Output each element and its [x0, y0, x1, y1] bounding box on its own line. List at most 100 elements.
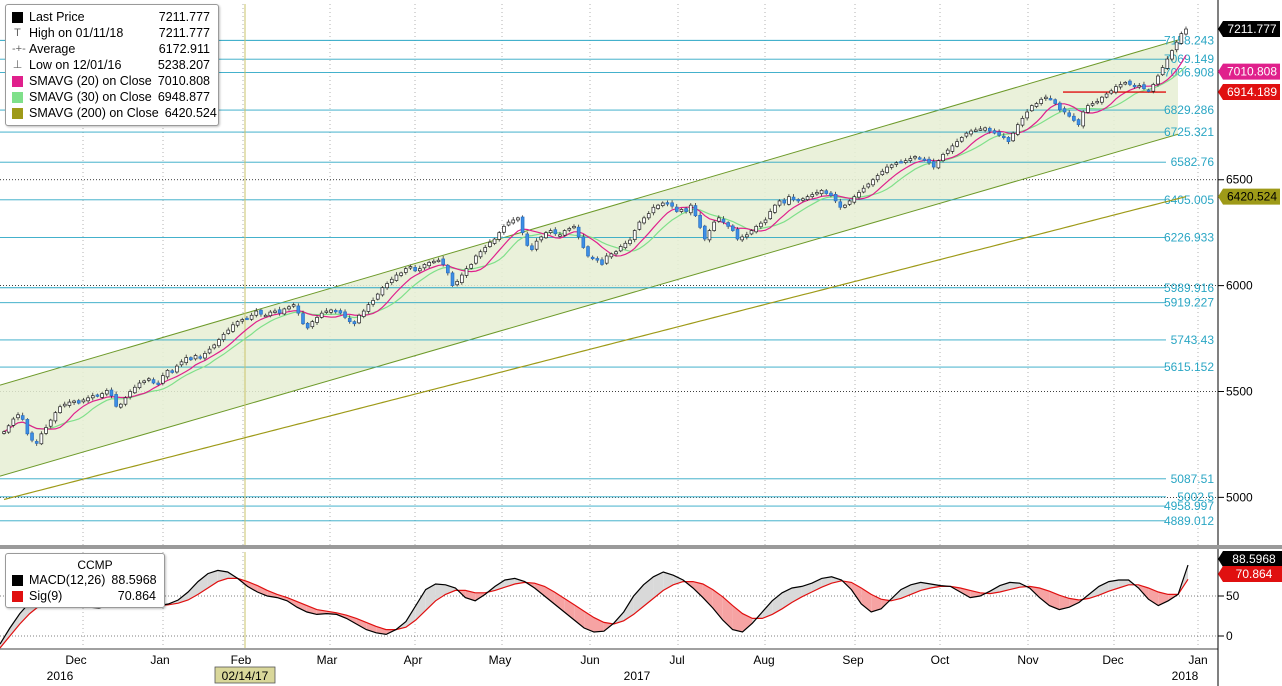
candle-body	[62, 403, 67, 407]
sma200-line	[3, 196, 1187, 501]
sma20-line	[3, 54, 1187, 433]
candle-body	[1001, 135, 1006, 138]
candle-body	[1086, 105, 1090, 113]
candle-body	[1123, 81, 1128, 85]
legend-swatch	[12, 75, 23, 87]
macd-diff-fill	[722, 596, 733, 630]
candle-body	[315, 317, 319, 323]
candle-body	[1100, 96, 1104, 103]
candle-body	[282, 308, 287, 315]
macd-legend-label: Sig(9)	[29, 589, 63, 603]
macd-diff-fill	[257, 585, 268, 596]
candle-body	[413, 267, 417, 272]
legend-glyph-icon: ⊥	[12, 59, 23, 71]
candle-body	[684, 208, 688, 212]
candle-body	[894, 162, 899, 165]
candle-body	[572, 225, 576, 229]
candle-body	[1165, 58, 1170, 69]
candle-body	[1053, 99, 1057, 104]
candle-body	[810, 194, 815, 198]
candle-body	[1118, 84, 1123, 88]
cursor-date-box	[214, 666, 276, 684]
candle-body	[768, 211, 772, 220]
price-tag: 6914.189	[1218, 84, 1280, 101]
candle-body	[128, 391, 132, 398]
candle-body	[782, 199, 787, 204]
macd-tag-label: 88.5968	[1232, 552, 1276, 566]
candle-body	[1044, 96, 1048, 100]
candle-body	[217, 339, 221, 347]
retracement-label: 5087.51	[1171, 472, 1215, 486]
candle-body	[614, 251, 618, 255]
price-legend: Last Price 7211.777 T High on 01/11/18 7211.…	[5, 4, 219, 126]
candle-body	[175, 365, 179, 373]
macd-diff-fill	[297, 601, 307, 612]
candle-body	[478, 251, 483, 258]
candle-body	[651, 206, 656, 214]
candle-body	[1090, 103, 1095, 106]
x-tick-label: Mar	[317, 653, 338, 667]
candle-body	[829, 192, 833, 196]
candle-body	[142, 380, 146, 383]
candle-body	[1174, 41, 1179, 51]
candle-body	[76, 400, 81, 404]
macd-diff-fill	[851, 582, 862, 604]
candle-body	[2, 431, 6, 434]
macd-diff-fill	[504, 578, 515, 588]
x-tick-label: Jun	[580, 653, 599, 667]
candle-body	[1011, 132, 1015, 142]
candle-body	[165, 369, 170, 378]
candle-body	[39, 433, 44, 445]
candle-body	[670, 202, 674, 207]
macd-diff-fill	[871, 594, 882, 612]
candle-body	[1146, 89, 1151, 92]
macd-diff-fill	[207, 570, 218, 588]
candle-body	[25, 419, 30, 435]
candle-body	[450, 272, 455, 286]
macd-diff-fill	[801, 583, 812, 597]
macd-diff-fill	[821, 576, 832, 588]
candle-body	[464, 268, 469, 276]
candle-body	[375, 293, 380, 300]
legend-label: Last Price	[29, 10, 85, 24]
candle-body	[941, 153, 945, 162]
legend-value: 6420.524	[164, 106, 217, 120]
candle-body	[104, 390, 109, 395]
macd-diff-fill	[712, 589, 723, 620]
candle-body	[576, 226, 581, 238]
candle-body	[721, 218, 726, 223]
candle-body	[824, 190, 829, 194]
macd-diff-fill	[574, 604, 585, 628]
candle-body	[749, 230, 754, 235]
candle-body	[277, 309, 282, 314]
candle-body	[380, 287, 385, 296]
candle-body	[936, 160, 941, 169]
year-label: 2018	[1172, 669, 1199, 683]
macd-diff-fill	[1049, 591, 1060, 610]
candle-body	[151, 379, 156, 384]
candle-body	[506, 221, 511, 226]
candle-body	[371, 300, 375, 305]
macd-diff-fill	[831, 576, 842, 584]
macd-diff-fill	[762, 600, 773, 619]
price-tag-label: 6914.189	[1227, 85, 1277, 99]
candle-body	[474, 255, 478, 264]
x-tick-label: Nov	[1017, 653, 1038, 667]
candle-body	[646, 213, 651, 219]
candle-body	[212, 344, 217, 349]
legend-glyph-icon: -+-	[12, 43, 26, 55]
candle-body	[1006, 137, 1011, 142]
macd-diff-fill	[792, 586, 802, 603]
candle-body	[1025, 111, 1029, 119]
candle-body	[100, 393, 104, 398]
candle-body	[983, 127, 987, 131]
candle-body	[833, 194, 838, 202]
candle-body	[1016, 124, 1020, 135]
macd-diff-fill	[356, 618, 367, 630]
candle-body	[539, 236, 544, 241]
macd-legend-row: Sig(9) 70.864	[6, 588, 164, 604]
candle-body	[483, 247, 488, 253]
candle-body	[553, 229, 558, 235]
channel-upper-line	[0, 39, 1179, 386]
retracement-label: 6582.76	[1171, 155, 1215, 169]
